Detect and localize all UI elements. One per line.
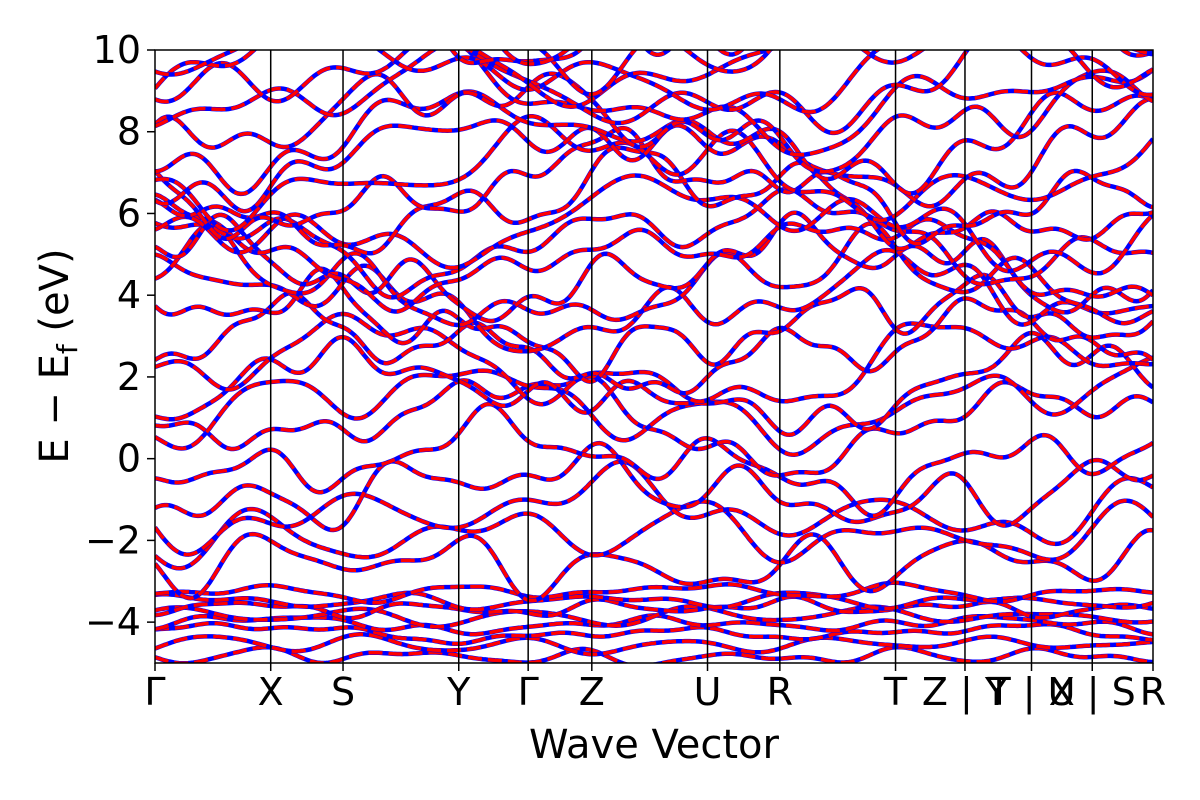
- y-tick-label: −4: [85, 600, 141, 644]
- bands-layer: [155, 50, 1153, 663]
- band-line-overlay: [155, 50, 1153, 135]
- y-tick-label: 10: [93, 28, 141, 72]
- band-line-overlay: [155, 192, 1153, 314]
- y-tick-label: −2: [85, 518, 141, 562]
- band-line-overlay: [155, 604, 1153, 629]
- band-line-overlay: [155, 621, 1153, 646]
- x-tick-label: Γ: [144, 670, 165, 714]
- band-line-overlay: [155, 498, 1153, 571]
- y-tick-label: 2: [117, 355, 141, 399]
- band-line-overlay: [155, 441, 1153, 532]
- band-line-overlay: [155, 459, 1153, 557]
- y-tick-label: 8: [117, 110, 141, 154]
- y-label-main: E − E: [32, 354, 78, 464]
- band-line-overlay: [155, 355, 1153, 457]
- x-tick-label: R: [1140, 670, 1166, 714]
- band-line-reference: [155, 68, 1153, 174]
- x-tick-label: T | U: [987, 670, 1076, 715]
- x-tick-label: R: [767, 670, 793, 714]
- band-line-overlay: [155, 402, 1153, 518]
- band-line-overlay: [155, 126, 1153, 246]
- kpoint-lines: [269, 50, 1094, 663]
- band-line-overlay: [155, 114, 1153, 233]
- band-line-overlay: [155, 97, 1153, 213]
- band-line-overlay: [155, 50, 925, 109]
- band-line-overlay: [155, 645, 1153, 663]
- x-tick-label: X: [258, 670, 284, 714]
- y-label-unit: (eV): [32, 248, 78, 344]
- x-tick-label: X | S: [1049, 670, 1136, 715]
- band-line-overlay: [155, 145, 1153, 256]
- band-line-overlay: [155, 221, 1153, 327]
- x-tick-label: Z: [579, 670, 605, 714]
- y-tick-label: 4: [117, 273, 141, 317]
- band-line-overlay: [449, 50, 1153, 65]
- y-tick-label: 0: [117, 437, 141, 481]
- band-line-overlay: [155, 187, 1153, 300]
- band-line-overlay: [155, 173, 1153, 276]
- y-label-subscript: f: [51, 343, 84, 354]
- band-line-overlay: [155, 291, 1153, 395]
- band-line-overlay: [155, 50, 1153, 157]
- band-line-reference: [155, 311, 1153, 407]
- band-line-overlay: [155, 89, 1153, 196]
- x-tick-label: Γ: [518, 670, 539, 714]
- x-tick-label: T: [883, 670, 908, 714]
- plot-frame: [154, 49, 1154, 664]
- band-line-reference: [155, 50, 1153, 115]
- x-tick-label: Y: [446, 670, 471, 714]
- band-line-overlay: [155, 331, 1153, 437]
- x-axis-label: Wave Vector: [529, 722, 780, 768]
- band-line-overlay: [155, 632, 1153, 657]
- band-line-overlay: [155, 210, 1153, 323]
- x-tick-label: S: [331, 670, 355, 714]
- band-line-overlay: [155, 374, 1153, 478]
- x-tick-label: Z | Y: [922, 670, 1009, 715]
- x-tick-label: U: [694, 670, 722, 714]
- y-axis-label: E − Ef (eV): [32, 248, 84, 463]
- band-line-overlay: [155, 581, 1153, 605]
- y-tick-label: 6: [117, 191, 141, 235]
- y-axis: −4 −2 0 2 4 6 8 10: [85, 28, 155, 644]
